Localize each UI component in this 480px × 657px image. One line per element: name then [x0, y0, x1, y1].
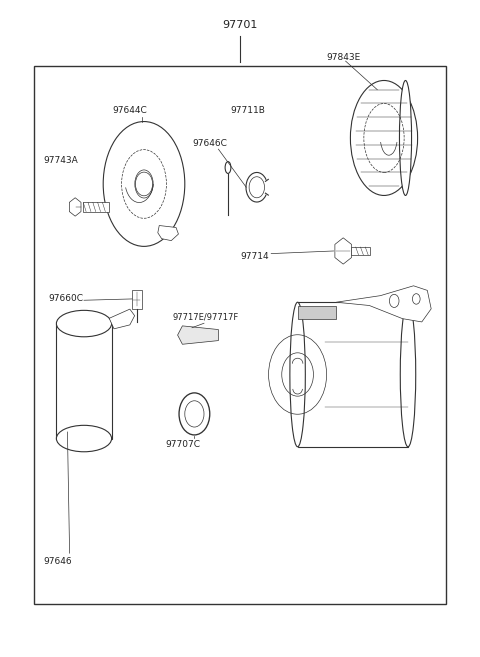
Polygon shape: [69, 198, 81, 216]
Bar: [57, 324, 111, 439]
Ellipse shape: [57, 310, 111, 337]
Text: 97701: 97701: [222, 20, 258, 30]
Text: 97707C: 97707C: [165, 440, 200, 449]
Ellipse shape: [103, 122, 185, 246]
Text: 97646: 97646: [43, 557, 72, 566]
Bar: [83, 202, 109, 212]
Text: 97743A: 97743A: [43, 156, 78, 166]
Bar: [298, 302, 408, 447]
Text: 97714: 97714: [240, 252, 269, 261]
Bar: [34, 66, 446, 604]
Text: 97711B: 97711B: [230, 106, 265, 115]
Polygon shape: [335, 238, 351, 264]
Bar: [132, 290, 142, 309]
Ellipse shape: [57, 425, 111, 452]
Ellipse shape: [225, 162, 231, 173]
Polygon shape: [109, 309, 134, 329]
Ellipse shape: [399, 81, 411, 196]
Text: 97660C: 97660C: [48, 294, 83, 304]
Polygon shape: [158, 225, 179, 240]
Polygon shape: [298, 306, 336, 319]
Ellipse shape: [400, 302, 416, 447]
Bar: [351, 247, 370, 255]
Text: 97644C: 97644C: [112, 106, 147, 115]
Polygon shape: [178, 326, 218, 344]
Text: 97717E/97717F: 97717E/97717F: [173, 313, 239, 322]
Ellipse shape: [290, 302, 305, 447]
Polygon shape: [336, 286, 431, 322]
Text: 97646C: 97646C: [192, 139, 227, 148]
Text: 97843E: 97843E: [326, 53, 360, 62]
